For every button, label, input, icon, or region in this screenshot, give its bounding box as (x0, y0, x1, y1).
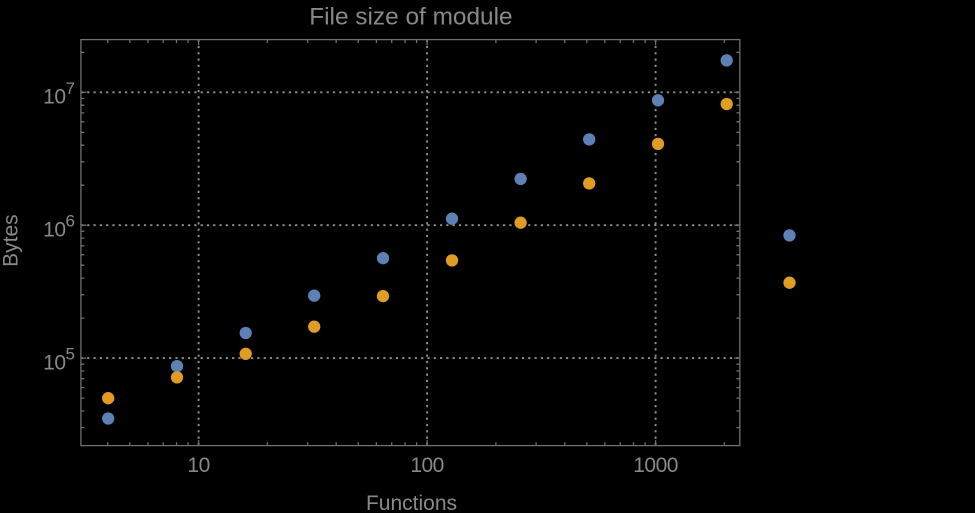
svg-text:Functions: Functions (366, 492, 457, 513)
svg-text:File size of module: File size of module (309, 3, 512, 30)
svg-text:100: 100 (410, 454, 444, 477)
svg-text:10: 10 (187, 454, 209, 477)
svg-text:1000: 1000 (633, 454, 678, 477)
svg-text:Bytes: Bytes (0, 214, 23, 267)
